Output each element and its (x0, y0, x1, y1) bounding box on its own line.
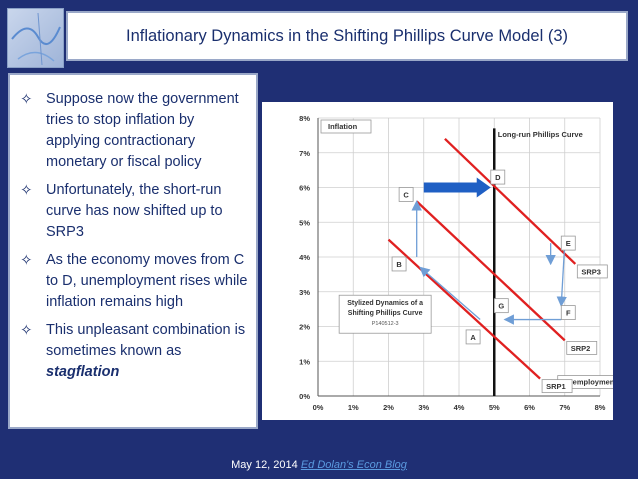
bullet-text: As the economy moves from C to D, unempl… (46, 252, 248, 310)
series-label-box (541, 379, 573, 394)
x-tick-label: 0% (313, 403, 324, 412)
y-tick-label: 2% (299, 323, 310, 332)
annotation-line: Stylized Dynamics of a (347, 300, 423, 307)
x-tick-label: 7% (559, 403, 570, 412)
bullet-item: ✧ As the economy moves from C to D, unem… (20, 250, 250, 313)
y-tick-label: 1% (299, 357, 310, 366)
annotation-code: P140512-3 (372, 321, 399, 327)
series-label-box (576, 264, 608, 279)
map-graphic (11, 12, 61, 66)
x-tick-label: 5% (489, 403, 500, 412)
point-label-box (398, 187, 414, 202)
x-tick-label: 8% (595, 403, 606, 412)
point-label-g: G (498, 302, 504, 311)
bullet-text-main: This unpleasant combination is sometimes… (46, 322, 246, 359)
footer: May 12, 2014 Ed Dolan's Econ Blog (0, 459, 638, 471)
series-label: SRP1 (546, 382, 566, 391)
chart-panel: 0% 1% 2% 3% 4% 5% 6% 7% 8% 0% 1% 2% 3% 4% 5% 6% 7% 8% Infl… (262, 102, 621, 420)
point-label-box (493, 298, 509, 314)
point-label-box (560, 235, 576, 251)
ylabel: Inflation (328, 122, 358, 131)
star-bullet-icon: ✧ (20, 252, 33, 269)
x-tick-label: 4% (454, 403, 465, 412)
xlabel: Unemployment (563, 378, 613, 387)
bullet-text: Unfortunately, the short-run curve has n… (46, 182, 223, 240)
y-tick-label: 5% (299, 218, 310, 227)
long-run-curve-label: Long-run Phillips Curve (498, 130, 583, 139)
point-label-box (465, 329, 481, 345)
point-label-box (391, 256, 407, 272)
x-tick-label: 1% (348, 403, 359, 412)
point-label-c: C (403, 190, 409, 199)
x-tick-label: 3% (418, 403, 429, 412)
x-tick-label: 2% (383, 403, 394, 412)
blog-logo (7, 8, 64, 68)
y-tick-label: 0% (299, 392, 310, 401)
bold-shift-arrow (423, 177, 491, 198)
y-tick-label: 6% (299, 184, 310, 193)
bullet-item: ✧ This unpleasant combination is sometim… (20, 320, 250, 383)
slide-title: Inflationary Dynamics in the Shifting Ph… (125, 27, 569, 45)
y-tick-label: 7% (299, 149, 310, 158)
x-tick-label: 6% (524, 403, 535, 412)
star-bullet-icon: ✧ (20, 322, 33, 339)
footer-date: May 12, 2014 (231, 459, 298, 471)
bullet-item: ✧ Suppose now the government tries to st… (20, 89, 250, 173)
series-label: SRP3 (581, 267, 601, 276)
y-tick-label: 4% (299, 253, 310, 262)
series-line-srp1 (387, 238, 541, 380)
stagflation-term: stagflation (46, 364, 120, 380)
point-label-d: D (495, 173, 501, 182)
star-bullet-icon: ✧ (20, 91, 33, 108)
series-label-box (566, 340, 598, 355)
phillips-curve-chart: 0% 1% 2% 3% 4% 5% 6% 7% 8% 0% 1% 2% 3% 4% 5% 6% 7% 8% Infl… (299, 114, 621, 412)
point-label-box (560, 305, 576, 321)
series-line-srp3 (444, 138, 577, 265)
title-box: Inflationary Dynamics in the Shifting Ph… (66, 11, 628, 61)
bullet-item: ✧ Unfortunately, the short-run curve has… (20, 180, 250, 243)
annotation-box (338, 294, 432, 334)
point-label-b: B (396, 260, 402, 269)
series-label: SRP2 (571, 344, 591, 353)
bullet-text: This unpleasant combination is sometimes… (46, 320, 250, 383)
point-label-e: E (566, 239, 571, 248)
point-label-a: A (470, 333, 476, 342)
bullet-text: Suppose now the government tries to stop… (46, 91, 239, 170)
star-bullet-icon: ✧ (20, 182, 33, 199)
bullet-list: ✧ Suppose now the government tries to st… (8, 73, 258, 429)
ylabel-box (320, 119, 372, 134)
transition-arrow (419, 266, 481, 321)
blog-link[interactable]: Ed Dolan's Econ Blog (300, 459, 407, 471)
annotation-line: Shifting Phillips Curve (348, 310, 423, 317)
y-tick-label: 3% (299, 288, 310, 297)
point-label-box (490, 169, 506, 185)
point-label-f: F (566, 309, 571, 318)
series-line-srp2 (415, 200, 566, 342)
transition-arrow (556, 243, 567, 307)
y-tick-label: 8% (299, 114, 310, 123)
